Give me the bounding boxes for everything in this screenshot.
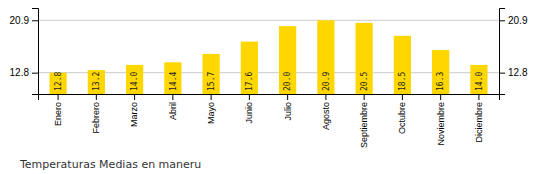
- axis-line: [500, 9, 506, 95]
- bar: [203, 54, 220, 94]
- tick-mark: [32, 20, 38, 21]
- tick: Noviembre: [436, 94, 446, 146]
- data-labels: 12.8 13.2 14.0 14.4 15.7 17.6 20.0 20.9 20.5 18.5…: [54, 72, 484, 91]
- chart: Enero Febrero Marzo Abril Mayo Junio Julio Agos…: [0, 0, 537, 174]
- y-axis: 12.8 20.9: [10, 9, 39, 95]
- plot: Enero Febrero Marzo Abril Mayo Junio Julio Agos…: [10, 9, 528, 156]
- bar: [126, 65, 143, 94]
- data-label: 18.5: [398, 72, 407, 91]
- tick-label: Septiembre: [359, 102, 369, 148]
- tick-mark: [32, 73, 38, 74]
- tick-label: Febrero: [91, 102, 101, 134]
- tick-label: Mayo: [206, 102, 216, 124]
- tick-label: 12.8: [10, 67, 30, 78]
- y2-axis: 12.8 20.9: [499, 9, 528, 95]
- bars: [49, 20, 487, 94]
- bar: [470, 65, 487, 94]
- tick-label: Noviembre: [436, 102, 446, 146]
- x-axis: Enero Febrero Marzo Abril Mayo Junio Julio Agos…: [39, 94, 500, 148]
- bar: [241, 42, 258, 94]
- tick-mark: [364, 94, 365, 100]
- tick-label: Octubre: [397, 102, 407, 134]
- tick-mark: [440, 94, 441, 100]
- tick: 20.9: [10, 15, 38, 26]
- tick-label: Abril: [168, 102, 178, 120]
- tick: 12.8: [499, 67, 528, 78]
- tick: Enero: [53, 94, 63, 126]
- data-label: 20.5: [360, 72, 369, 91]
- grid-line: [38, 20, 499, 21]
- tick-label: 20.9: [508, 15, 528, 26]
- bar: [394, 36, 411, 94]
- tick-mark: [499, 20, 505, 21]
- tick: Junio: [244, 94, 254, 124]
- axis-line: [32, 9, 39, 95]
- tick-mark: [402, 94, 403, 100]
- data-label: 20.9: [322, 72, 331, 91]
- tick-mark: [249, 94, 250, 100]
- tick-mark: [211, 94, 212, 100]
- title: Temperaturas Medias en maneru: [19, 158, 201, 171]
- tick-mark: [287, 94, 288, 100]
- bar: [88, 70, 105, 94]
- tick: Julio: [283, 94, 293, 121]
- tick: Marzo: [129, 94, 139, 127]
- data-label: 13.2: [92, 72, 101, 91]
- tick-mark: [325, 94, 326, 100]
- grid-line: [38, 72, 499, 73]
- tick: Mayo: [206, 94, 216, 124]
- tick-mark: [478, 94, 479, 100]
- tick-label: 20.9: [10, 15, 30, 26]
- data-label: 16.3: [436, 72, 445, 91]
- tick-mark: [58, 94, 59, 100]
- tick: Febrero: [91, 94, 101, 134]
- data-label: 12.8: [54, 72, 63, 91]
- bar: [317, 20, 334, 94]
- bar: [432, 50, 449, 94]
- tick: Agosto: [321, 94, 331, 130]
- bar: [164, 62, 181, 94]
- data-label: 17.6: [245, 72, 254, 91]
- tick-label: 12.8: [508, 67, 528, 78]
- tick-mark: [96, 94, 97, 100]
- tick: 12.8: [10, 67, 38, 78]
- tick-label: Agosto: [321, 102, 331, 130]
- bar: [279, 26, 296, 94]
- tick: Abril: [168, 94, 178, 120]
- tick-label: Julio: [283, 102, 293, 121]
- data-label: 14.0: [475, 72, 484, 91]
- tick: Octubre: [397, 94, 407, 134]
- data-label: 14.4: [169, 72, 178, 91]
- bar: [356, 23, 373, 94]
- data-label: 20.0: [283, 72, 292, 91]
- tick-label: Junio: [244, 102, 254, 124]
- tick-label: Enero: [53, 102, 63, 126]
- tick: Septiembre: [359, 94, 369, 148]
- data-label: 14.0: [130, 72, 139, 91]
- axis-line: [39, 95, 500, 101]
- data-label: 15.7: [207, 72, 216, 91]
- tick: Diciembre: [474, 94, 484, 143]
- grid: [38, 20, 499, 72]
- tick-label: Diciembre: [474, 102, 484, 143]
- tick-mark: [172, 94, 173, 100]
- tick-mark: [134, 94, 135, 100]
- tick-label: Marzo: [129, 102, 139, 127]
- tick-mark: [499, 73, 505, 74]
- tick: 20.9: [499, 15, 528, 26]
